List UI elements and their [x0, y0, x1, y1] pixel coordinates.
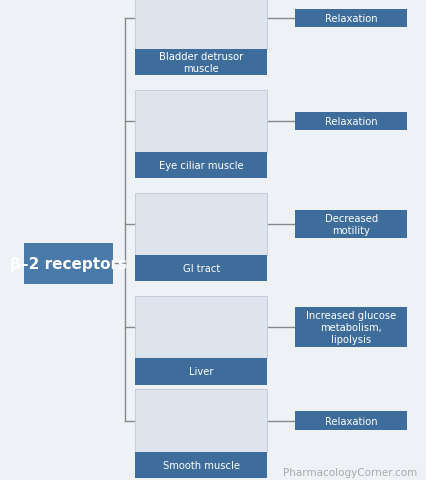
FancyBboxPatch shape [296, 10, 407, 28]
Text: GI tract: GI tract [182, 264, 220, 274]
FancyBboxPatch shape [135, 296, 267, 359]
FancyBboxPatch shape [135, 390, 267, 452]
Text: Relaxation: Relaxation [325, 13, 377, 24]
FancyBboxPatch shape [23, 243, 113, 284]
Text: Liver: Liver [189, 367, 213, 377]
Text: Eye ciliar muscle: Eye ciliar muscle [159, 161, 243, 171]
FancyBboxPatch shape [135, 452, 267, 478]
Text: Increased glucose
metabolism,
lipolysis: Increased glucose metabolism, lipolysis [306, 310, 396, 345]
FancyBboxPatch shape [135, 90, 267, 153]
FancyBboxPatch shape [135, 153, 267, 179]
FancyBboxPatch shape [296, 411, 407, 430]
FancyBboxPatch shape [135, 359, 267, 385]
FancyBboxPatch shape [296, 210, 407, 239]
FancyBboxPatch shape [135, 50, 267, 76]
Text: Relaxation: Relaxation [325, 117, 377, 127]
FancyBboxPatch shape [135, 193, 267, 255]
Text: PharmacologyCorner.com: PharmacologyCorner.com [283, 467, 417, 477]
FancyBboxPatch shape [135, 0, 267, 50]
FancyBboxPatch shape [296, 308, 407, 347]
Text: Smooth muscle: Smooth muscle [163, 460, 240, 470]
Text: Decreased
motility: Decreased motility [325, 213, 378, 236]
Text: Bladder detrusor
muscle: Bladder detrusor muscle [159, 52, 243, 74]
Text: Relaxation: Relaxation [325, 416, 377, 426]
FancyBboxPatch shape [135, 255, 267, 282]
Text: β–2 receptors: β–2 receptors [10, 256, 127, 271]
FancyBboxPatch shape [296, 112, 407, 131]
